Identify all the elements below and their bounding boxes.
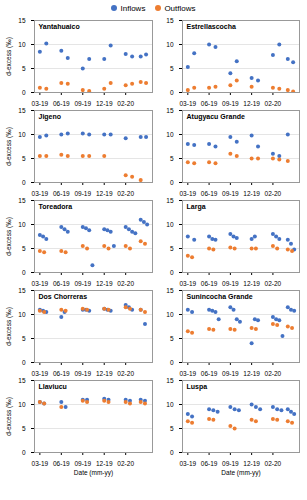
svg-text:09-19: 09-19 — [222, 460, 239, 467]
html-text:Inflows: Inflows — [120, 3, 146, 13]
svg-text:5: 5 — [22, 335, 26, 342]
svg-text:0: 0 — [22, 359, 26, 366]
svg-text:0: 0 — [170, 89, 174, 96]
svg-text:10: 10 — [166, 311, 174, 318]
svg-text:d-excess (‰): d-excess (‰) — [5, 307, 13, 346]
svg-text:15: 15 — [166, 377, 174, 384]
svg-text:Date (mm-yy): Date (mm-yy) — [221, 469, 260, 477]
html-text:Outflows: Outflows — [164, 3, 196, 13]
svg-text:10: 10 — [166, 221, 174, 228]
svg-text:5: 5 — [170, 155, 174, 162]
svg-text:15: 15 — [18, 197, 26, 204]
svg-text:d-excess (‰): d-excess (‰) — [5, 127, 13, 166]
svg-text:06-19: 06-19 — [53, 460, 70, 467]
svg-text:15: 15 — [166, 107, 174, 114]
svg-text:Jigeno: Jigeno — [39, 113, 62, 121]
svg-text:10: 10 — [166, 131, 174, 138]
svg-text:0: 0 — [170, 269, 174, 276]
svg-text:Luspa: Luspa — [187, 383, 208, 391]
svg-text:5: 5 — [22, 65, 26, 72]
svg-text:15: 15 — [166, 17, 174, 24]
svg-text:Yantahuaico: Yantahuaico — [39, 23, 80, 30]
svg-text:02-20: 02-20 — [265, 460, 282, 467]
svg-text:10: 10 — [18, 221, 26, 228]
svg-text:0: 0 — [170, 449, 174, 456]
svg-text:0: 0 — [22, 449, 26, 456]
svg-text:12-19: 12-19 — [96, 460, 113, 467]
svg-text:09-19: 09-19 — [74, 460, 91, 467]
svg-text:15: 15 — [18, 287, 26, 294]
svg-text:5: 5 — [22, 425, 26, 432]
svg-text:0: 0 — [170, 359, 174, 366]
svg-text:0: 0 — [22, 89, 26, 96]
svg-text:10: 10 — [166, 41, 174, 48]
svg-text:5: 5 — [22, 245, 26, 252]
svg-text:02-20: 02-20 — [117, 460, 134, 467]
svg-text:10: 10 — [18, 131, 26, 138]
svg-text:d-excess (‰): d-excess (‰) — [5, 37, 13, 76]
svg-text:10: 10 — [18, 311, 26, 318]
svg-text:Llaviucu: Llaviucu — [39, 383, 67, 390]
svg-text:15: 15 — [18, 107, 26, 114]
svg-text:10: 10 — [18, 41, 26, 48]
svg-text:5: 5 — [170, 335, 174, 342]
svg-text:5: 5 — [170, 65, 174, 72]
svg-text:06-19: 06-19 — [201, 460, 218, 467]
svg-text:15: 15 — [18, 377, 26, 384]
svg-text:15: 15 — [166, 197, 174, 204]
svg-text:5: 5 — [22, 155, 26, 162]
svg-text:5: 5 — [170, 425, 174, 432]
svg-text:Dos Chorreras: Dos Chorreras — [39, 293, 88, 300]
svg-text:03-19: 03-19 — [32, 460, 49, 467]
svg-text:Date (mm-yy): Date (mm-yy) — [74, 469, 113, 477]
svg-text:d-excess (‰): d-excess (‰) — [5, 217, 13, 256]
svg-text:0: 0 — [22, 179, 26, 186]
svg-text:Larga: Larga — [187, 203, 206, 211]
svg-text:Estrellascocha: Estrellascocha — [187, 23, 237, 30]
svg-text:12-19: 12-19 — [243, 460, 260, 467]
svg-text:Sunincocha Grande: Sunincocha Grande — [187, 293, 253, 300]
svg-text:15: 15 — [166, 287, 174, 294]
svg-text:d-excess (‰): d-excess (‰) — [5, 397, 13, 436]
svg-text:10: 10 — [166, 401, 174, 408]
svg-text:5: 5 — [170, 245, 174, 252]
svg-text:0: 0 — [22, 269, 26, 276]
svg-text:10: 10 — [18, 401, 26, 408]
svg-text:Toreadora: Toreadora — [39, 203, 73, 210]
svg-text:03-19: 03-19 — [180, 460, 197, 467]
svg-text:15: 15 — [18, 17, 26, 24]
svg-text:0: 0 — [170, 179, 174, 186]
svg-text:Atugyacu Grande: Atugyacu Grande — [187, 113, 245, 121]
